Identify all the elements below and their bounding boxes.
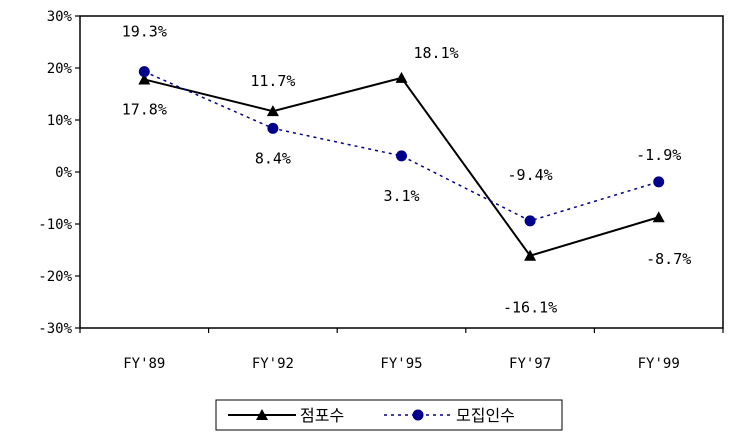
series-layer	[138, 66, 665, 261]
triangle-marker	[652, 211, 665, 223]
y-tick-label: 0%	[55, 165, 72, 181]
y-axis: 30% 20% 10% 0% -10% -20% -30%	[38, 9, 80, 337]
triangle-marker	[395, 71, 408, 83]
legend-label-0: 점포수	[300, 406, 344, 425]
y-tick-label: -10%	[38, 217, 72, 233]
triangle-marker	[138, 73, 151, 85]
data-label: -1.9%	[636, 146, 681, 164]
x-tick-label: FY'97	[509, 356, 551, 372]
data-label: -9.4%	[508, 166, 553, 184]
legend-label-1: 모집인수	[456, 406, 515, 425]
y-tick-label: 30%	[47, 9, 73, 25]
y-tick-label: 20%	[47, 61, 73, 77]
data-label: 17.8%	[122, 100, 167, 118]
data-label: 18.1%	[414, 44, 459, 62]
triangle-marker	[524, 249, 537, 261]
x-tick-label: FY'92	[252, 356, 294, 372]
circle-marker	[524, 215, 536, 227]
series-line-1	[143, 70, 659, 222]
data-label: 3.1%	[383, 187, 419, 205]
x-tick-label: FY'95	[380, 356, 422, 372]
y-tick-label: 10%	[47, 113, 73, 129]
data-label: 11.7%	[250, 72, 295, 90]
x-tick-label: FY'89	[123, 356, 165, 372]
data-label: -16.1%	[503, 299, 557, 317]
circle-icon	[412, 409, 424, 421]
data-label: -8.7%	[646, 250, 691, 268]
circle-marker	[653, 176, 665, 188]
y-tick-label: -30%	[38, 321, 72, 337]
y-tick-label: -20%	[38, 269, 72, 285]
circle-marker	[267, 122, 279, 134]
data-label: 8.4%	[255, 149, 291, 167]
triangle-marker	[266, 105, 279, 117]
x-tick-label: FY'99	[638, 356, 680, 372]
legend: 점포수 모집인수	[215, 399, 563, 431]
triangle-icon	[256, 409, 268, 420]
x-axis: FY'89 FY'92 FY'95 FY'97 FY'99	[79, 328, 724, 372]
plot-area	[79, 15, 724, 329]
data-labels: 17.8% 11.7% 18.1% -16.1% -8.7% 19.3% 8.4% 3.1% -…	[122, 23, 692, 317]
data-label: 19.3%	[122, 23, 167, 41]
circle-marker	[396, 150, 407, 162]
circle-marker	[138, 66, 150, 78]
